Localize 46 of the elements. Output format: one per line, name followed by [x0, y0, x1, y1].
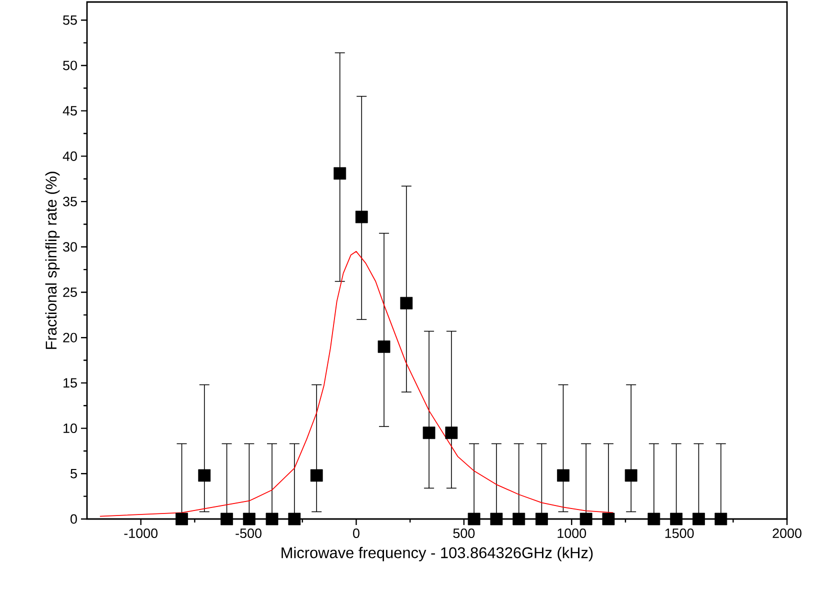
y-tick-label: 45 [62, 106, 77, 116]
point [288, 512, 301, 526]
point [310, 469, 323, 482]
point [557, 469, 570, 482]
x-tick-label: 500 [453, 528, 475, 538]
y-tick-label: 55 [63, 15, 77, 25]
point [535, 512, 548, 526]
point [220, 512, 233, 526]
x-tick-label: 1000 [558, 528, 586, 538]
y-tick-label: 30 [63, 242, 77, 252]
point [242, 512, 256, 526]
y-tick-label: 40 [62, 151, 77, 161]
point [624, 469, 638, 482]
point [400, 296, 413, 310]
point [580, 512, 592, 526]
y-tick-label: 35 [63, 196, 77, 206]
point [670, 512, 682, 526]
y-tick-label: 15 [64, 378, 77, 388]
y-tick-label: 50 [63, 60, 77, 70]
point [334, 167, 346, 180]
point [714, 512, 728, 526]
x-axis-title: Microwave frequency - 103.864326GHz (kHz) [282, 546, 593, 562]
point [176, 512, 188, 526]
x-tick-label: 1500 [665, 528, 694, 538]
x-tick-label: -1000 [124, 528, 158, 538]
point [266, 512, 278, 526]
point [355, 210, 368, 224]
point [602, 512, 615, 526]
y-tick-label: 10 [64, 424, 77, 434]
point [445, 426, 458, 440]
x-tick-label: 0 [353, 528, 360, 538]
point [648, 512, 660, 526]
point [490, 512, 503, 526]
point [468, 512, 480, 526]
y-tick-label: 0 [70, 514, 77, 524]
y-axis-title: Fractional spinflip rate (%) [45, 172, 60, 349]
point [692, 512, 705, 526]
y-tick-label: 5 [70, 468, 77, 478]
x-tick-label: -500 [236, 528, 262, 538]
y-tick-label: 20 [63, 332, 77, 342]
point [512, 512, 526, 526]
point [378, 340, 390, 353]
point [422, 426, 436, 440]
y-tick-label: 25 [63, 287, 77, 297]
point [198, 469, 211, 482]
x-tick-label: 2000 [772, 528, 802, 538]
